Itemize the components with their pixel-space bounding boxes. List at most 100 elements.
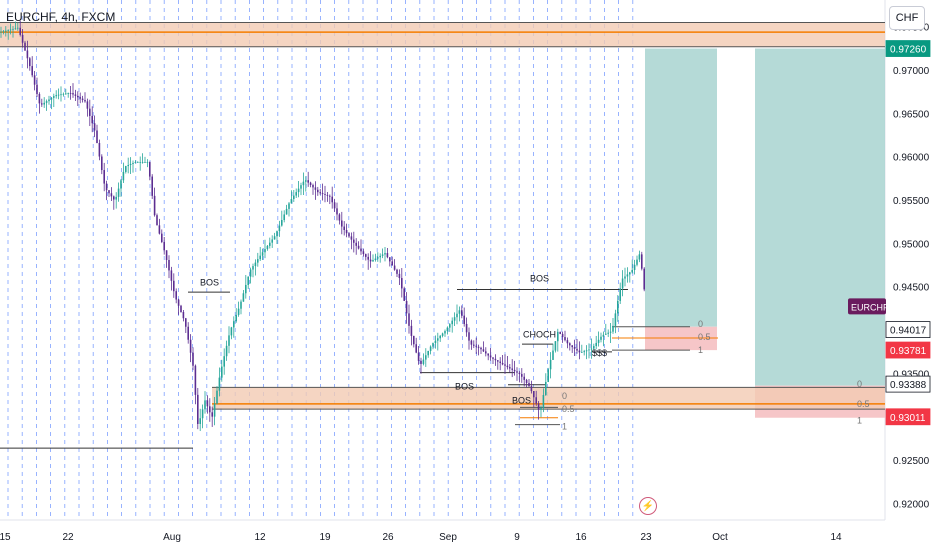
x-tick-label: 9: [514, 532, 520, 543]
demand-zone: [212, 387, 885, 410]
candle-body: [168, 260, 170, 271]
price-badge-label: 0.94017: [890, 326, 927, 337]
candle-body: [501, 362, 504, 365]
candle-body: [641, 254, 643, 269]
candle-body: [65, 93, 67, 95]
candle-body: [269, 242, 271, 246]
candle-body: [216, 390, 218, 404]
candle-body: [343, 226, 345, 230]
candle-body: [163, 241, 165, 251]
candle-body: [413, 335, 415, 345]
candle-body: [513, 369, 516, 372]
fib-level-label: 1: [698, 345, 703, 355]
x-tick-label: 26: [382, 532, 394, 543]
candle-body: [631, 269, 633, 273]
candle-body: [607, 332, 609, 334]
x-tick-label: 16: [575, 532, 587, 543]
candle-body: [533, 391, 535, 398]
candle-body: [374, 258, 377, 260]
candle-body: [403, 288, 405, 301]
candle-body: [461, 310, 463, 316]
candle-body: [223, 356, 225, 367]
candle-body: [237, 308, 240, 315]
candle-body: [115, 196, 117, 200]
candle-body: [590, 348, 593, 350]
candle-body: [17, 27, 19, 29]
candle-body: [161, 233, 163, 242]
candle-body: [353, 239, 355, 243]
candle-body: [396, 269, 398, 274]
x-tick-label: 12: [254, 532, 266, 543]
candle-body: [386, 253, 389, 258]
candle-body: [86, 101, 89, 109]
candle-body: [331, 196, 333, 203]
candle-body: [125, 166, 127, 172]
candle-body: [89, 108, 91, 116]
candle-body: [14, 28, 17, 30]
candle-body: [600, 336, 602, 340]
candle-body: [62, 93, 65, 95]
candle-body: [465, 323, 468, 333]
currency-button[interactable]: CHF: [889, 6, 925, 30]
take-profit-zone-2: [755, 48, 885, 386]
candle-body: [252, 266, 254, 270]
candle-body: [240, 301, 242, 309]
candle-body: [573, 347, 576, 349]
candle-body: [101, 156, 103, 171]
candle-body: [132, 162, 134, 164]
candle-body: [230, 327, 233, 336]
candle-body: [300, 185, 302, 189]
candle-body: [295, 192, 297, 196]
y-tick-label: 0.97000: [893, 66, 930, 77]
candle-body: [26, 50, 29, 59]
candle-body: [233, 321, 235, 328]
y-tick-label: 0.95500: [893, 196, 930, 207]
candle-body: [561, 333, 564, 338]
candle-body: [266, 245, 269, 250]
candle-body: [372, 260, 374, 262]
candle-body: [153, 195, 156, 216]
candle-body: [530, 386, 533, 392]
candle-body: [540, 407, 542, 410]
candle-body: [528, 382, 530, 387]
candle-body: [93, 123, 96, 131]
candle-body: [201, 409, 204, 419]
candle-body: [129, 163, 132, 166]
candle-body: [638, 254, 641, 260]
candle-body: [521, 374, 523, 377]
candle-body: [50, 97, 53, 100]
x-tick-label: 23: [640, 532, 652, 543]
candle-body: [127, 165, 129, 167]
candle-body: [612, 325, 614, 332]
candle-body: [218, 377, 221, 391]
price-badge: [885, 321, 931, 338]
candle-body: [288, 203, 290, 209]
candle-body: [326, 194, 329, 196]
candle-body: [156, 215, 158, 226]
candle-body: [7, 30, 9, 31]
candle-body: [480, 347, 482, 350]
candle-body: [473, 344, 475, 346]
candle-body: [602, 334, 605, 337]
candle-body: [487, 353, 489, 356]
lightning-icon[interactable]: ⚡: [639, 497, 657, 515]
candle-body: [614, 313, 617, 326]
candle-body: [204, 400, 206, 410]
candle-body: [72, 93, 74, 95]
candle-body: [170, 270, 173, 281]
candle-body: [305, 180, 307, 182]
price-badge-label: 0.93011: [890, 413, 926, 424]
candle-body: [626, 274, 629, 277]
candle-body: [43, 102, 45, 105]
candle-body: [401, 278, 403, 289]
annotation-label: CHOCH: [523, 330, 556, 340]
candle-body: [31, 66, 33, 76]
candle-body: [468, 332, 470, 341]
candle-body: [19, 27, 21, 35]
candle-body: [149, 162, 151, 177]
candle-body: [485, 351, 487, 354]
candle-body: [408, 313, 410, 326]
symbol-badge-label: EURCHF: [851, 302, 889, 312]
candle-body: [475, 345, 477, 347]
